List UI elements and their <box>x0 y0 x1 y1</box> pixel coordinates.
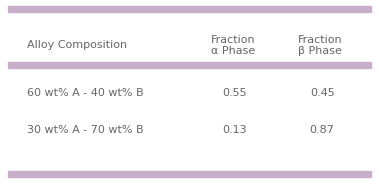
Bar <box>8 6 371 12</box>
Text: 0.13: 0.13 <box>223 125 247 135</box>
Text: 60 wt% A - 40 wt% B: 60 wt% A - 40 wt% B <box>27 88 143 97</box>
Text: 0.45: 0.45 <box>310 88 335 97</box>
Bar <box>8 171 371 177</box>
Text: Alloy Composition: Alloy Composition <box>27 40 127 50</box>
Text: Fraction
α Phase: Fraction α Phase <box>211 35 255 56</box>
Text: 0.87: 0.87 <box>310 125 335 135</box>
Text: 0.55: 0.55 <box>223 88 247 97</box>
Text: 30 wt% A - 70 wt% B: 30 wt% A - 70 wt% B <box>27 125 143 135</box>
Text: Fraction
β Phase: Fraction β Phase <box>298 35 343 56</box>
Bar <box>8 62 371 68</box>
